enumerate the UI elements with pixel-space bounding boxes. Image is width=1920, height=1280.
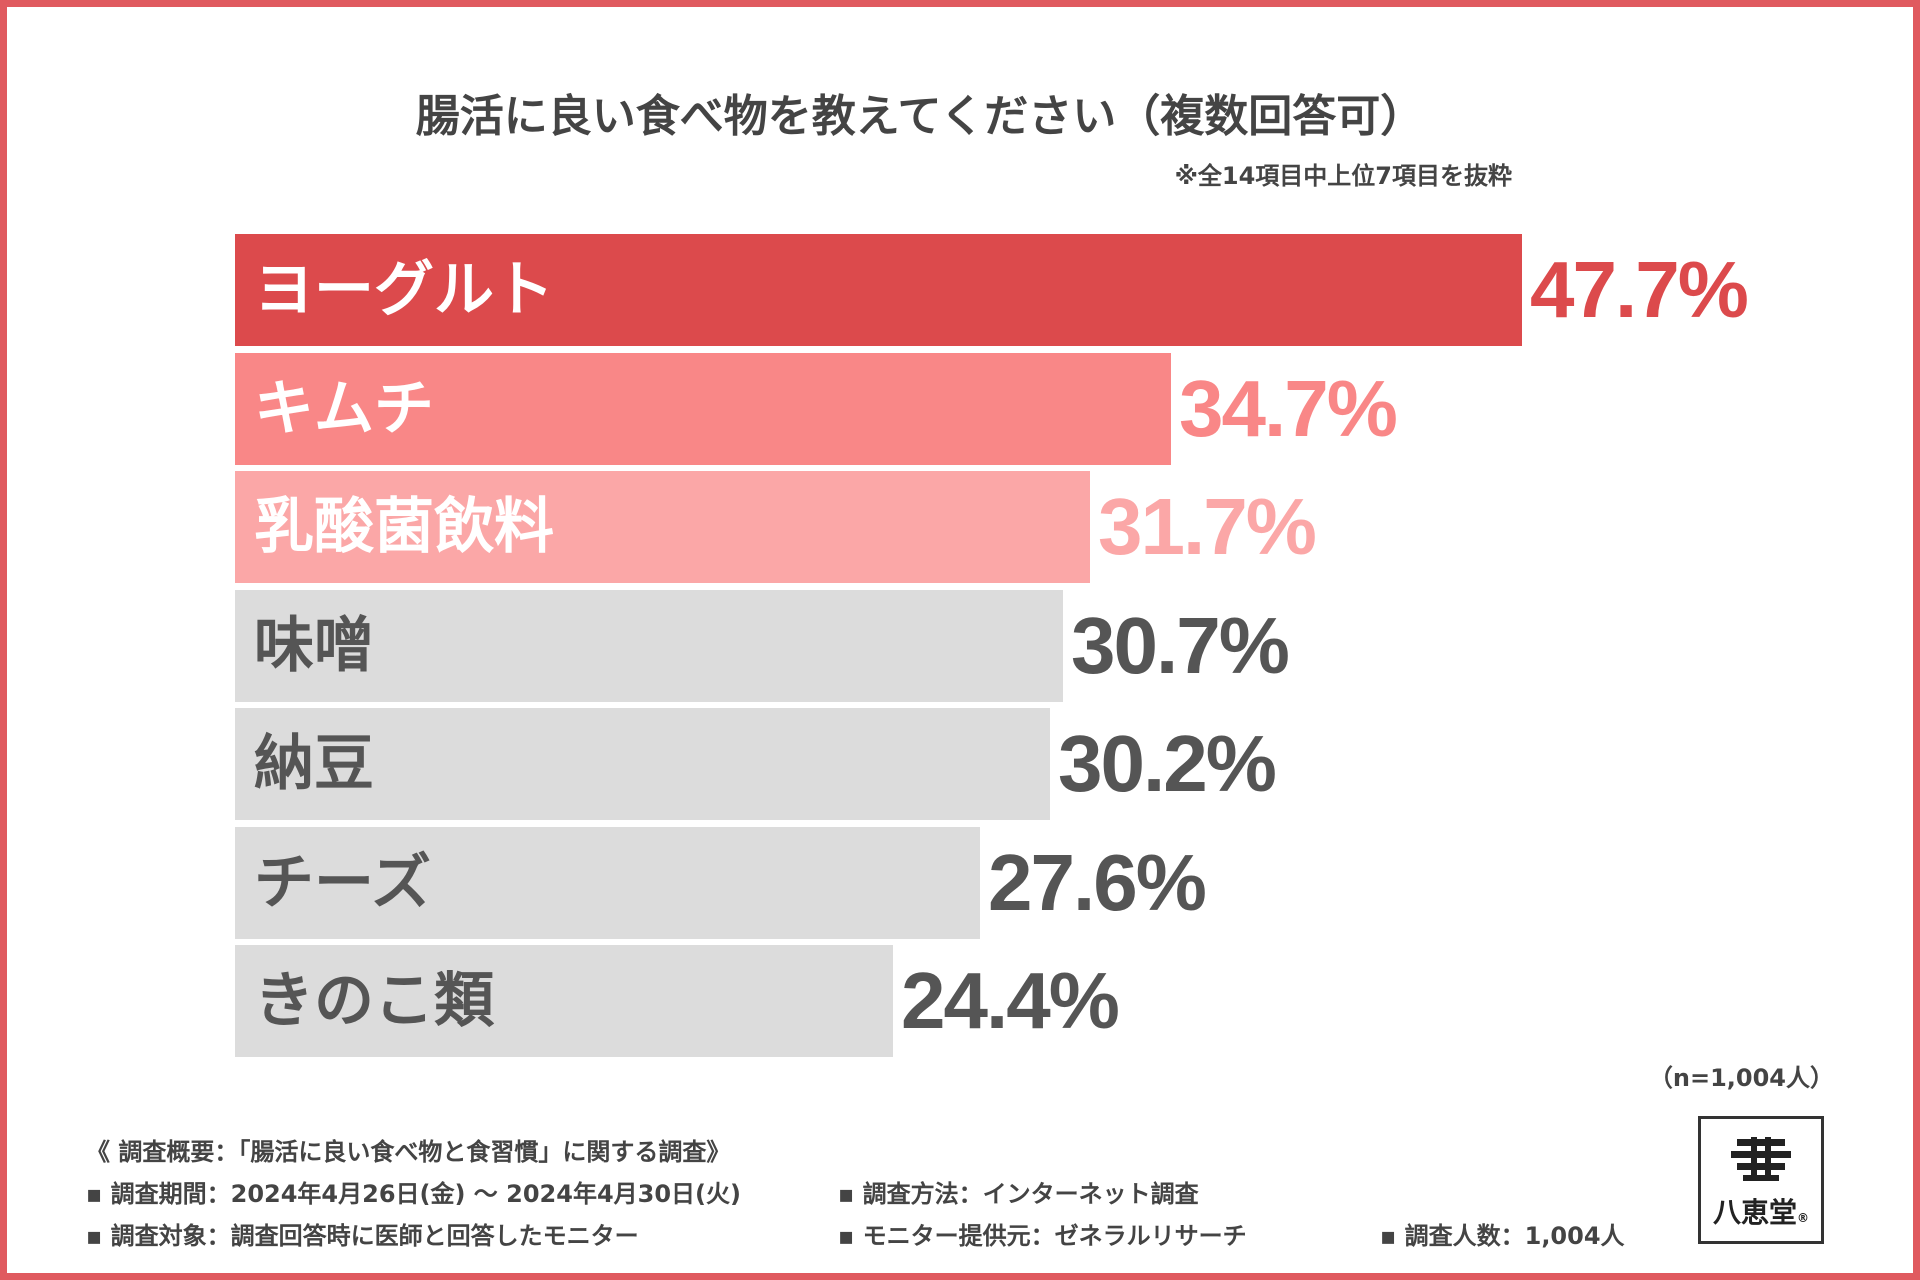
brand-mark-icon [1731,1137,1791,1181]
bar-label: 味噌 [254,611,374,681]
bar-value-label: 34.7% [1179,364,1398,453]
bar [235,708,1050,820]
bar-label: キムチ [254,374,434,444]
bar [235,945,893,1057]
brand-name: 八恵堂® [1712,1196,1809,1229]
bar-label: チーズ [254,848,431,918]
bar-label: 納豆 [254,729,374,799]
bar [235,353,1171,465]
survey-provider: ▪ モニター提供元：ゼネラルリサーチ [838,1222,1247,1250]
brand-logo: 八恵堂® [1698,1116,1824,1244]
bar [235,827,980,939]
bar-label: きのこ類 [254,966,494,1036]
bar-value-label: 47.7% [1530,245,1749,334]
bar-value-label: 27.6% [988,838,1207,927]
survey-summary: 《 調査概要：「腸活に良い食べ物と食習慣」に関する調査》 [86,1138,731,1166]
bar [235,234,1522,346]
bar-label: ヨーグルト [254,255,554,325]
bar [235,590,1063,702]
bar-value-label: 31.7% [1098,482,1317,571]
sample-size-note: （n=1,004人） [1648,1064,1834,1092]
bar-label: 乳酸菌飲料 [254,492,554,562]
survey-target: ▪ 調査対象：調査回答時に医師と回答したモニター [86,1222,639,1250]
bar-value-label: 30.2% [1058,719,1277,808]
chart-title: 腸活に良い食べ物を教えてください（複数回答可） [415,91,1425,142]
bar [235,471,1090,583]
chart-note: ※全14項目中上位7項目を抜粋 [1174,162,1512,190]
survey-period: ▪ 調査期間：2024年4月26日(金) 〜 2024年4月30日(火) [86,1180,741,1208]
survey-count: ▪ 調査人数：1,004人 [1380,1222,1625,1250]
bar-value-label: 30.7% [1071,601,1290,690]
survey-method: ▪ 調査方法：インターネット調査 [838,1180,1199,1208]
bar-value-label: 24.4% [901,956,1120,1045]
